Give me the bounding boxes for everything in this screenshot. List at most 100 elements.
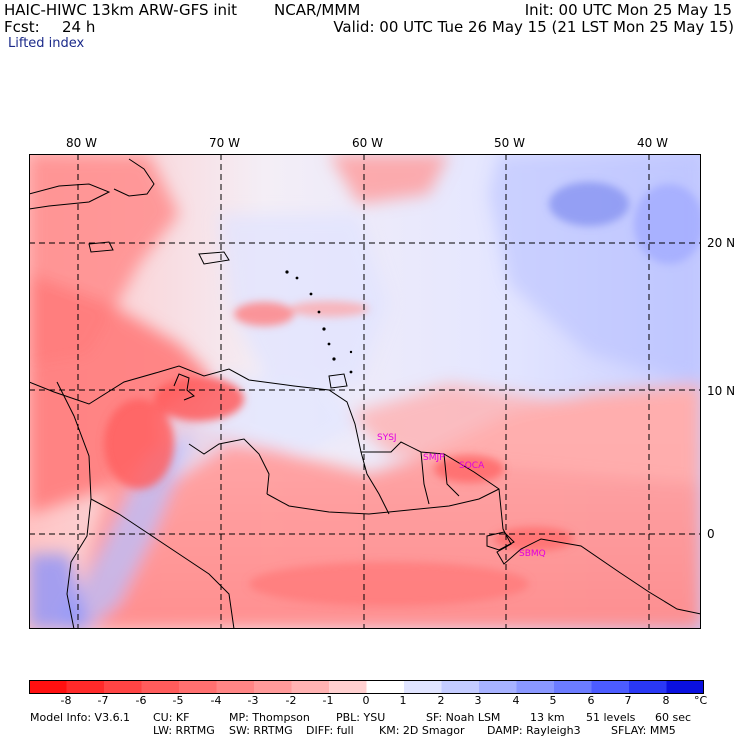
colorbar-tick-8: 8 xyxy=(662,694,670,707)
colorbar-tick-neg7: -7 xyxy=(97,694,109,707)
colorbar-tick-0: 0 xyxy=(362,694,370,707)
lon-label-50w: 50 W xyxy=(494,136,525,150)
coastlines xyxy=(29,158,701,629)
footer-res: 13 km xyxy=(530,711,565,724)
field-name: Lifted index xyxy=(8,36,85,51)
colorbar-tick-3: 3 xyxy=(474,694,482,707)
lon-label-70w: 70 W xyxy=(209,136,240,150)
stable-andes-corridor xyxy=(59,434,194,629)
colorbar-swatch xyxy=(629,680,667,694)
colorbar-tick-6: 6 xyxy=(587,694,595,707)
border-venezuela-colombia xyxy=(188,438,270,495)
lon-label-40w: 40 W xyxy=(637,136,668,150)
footer-model-info: Model Info: V3.6.1 xyxy=(30,711,131,724)
lon-label-80w: 80 W xyxy=(66,136,97,150)
speckle-lesser-antilles xyxy=(289,301,369,317)
border-peru-brazil xyxy=(148,533,235,629)
header-init: Init: 00 UTC Mon 25 May 15 xyxy=(524,1,732,19)
footer-sflay: SFLAY: MM5 xyxy=(611,724,676,737)
colorbar-tick-neg6: -6 xyxy=(135,694,147,707)
colorbar-tick-neg5: -5 xyxy=(172,694,184,707)
coast-maracaibo xyxy=(173,373,195,401)
speckle-puerto-rico-south xyxy=(234,302,294,326)
colorbar-swatch xyxy=(666,680,704,694)
colorbar-tick-7: 7 xyxy=(624,694,632,707)
coast-cuba xyxy=(29,183,111,210)
header-model-title: HAIC-HIWC 13km ARW-GFS init xyxy=(4,1,238,19)
border-suriname-guiana xyxy=(443,453,460,497)
colorbar-tick-neg8: -8 xyxy=(60,694,72,707)
stable-open-ocean-center xyxy=(219,214,389,384)
colorbar-swatch xyxy=(366,680,405,694)
station-smjp: SMJP xyxy=(423,453,445,463)
colorbar-swatch xyxy=(254,680,292,694)
footer-diff: DIFF: full xyxy=(306,724,354,737)
lat-label-0: 0 xyxy=(707,527,715,541)
colorbar-swatch xyxy=(404,680,442,694)
footer-km: KM: 2D Smagor xyxy=(379,724,465,737)
colorbar-tick-5: 5 xyxy=(549,694,557,707)
colorbar-swatch xyxy=(104,680,142,694)
colorbar-swatch xyxy=(479,680,517,694)
coast-hispaniola xyxy=(113,158,155,197)
colorbar-frame xyxy=(29,680,704,694)
stable-pacific-southwest xyxy=(29,554,89,629)
coast-puerto-rico xyxy=(198,251,230,265)
lesser-antilles xyxy=(285,270,353,374)
footer-lw: LW: RRTMG xyxy=(153,724,215,737)
coast-south-america xyxy=(29,365,701,615)
border-guyana-suriname xyxy=(420,451,430,505)
station-soca: SOCA xyxy=(459,461,485,471)
border-brazil-inland xyxy=(266,488,500,515)
speckle-venezuela xyxy=(154,377,244,421)
colorbar-tick-neg3: -3 xyxy=(247,694,259,707)
colorbar-tick-neg2: -2 xyxy=(285,694,297,707)
colorbar-swatch xyxy=(591,680,630,694)
stable-swirl-atlantic xyxy=(549,182,629,226)
unstable-patch-leeward xyxy=(329,154,449,204)
colorbar-swatch xyxy=(441,680,480,694)
header-fcst-label: Fcst: xyxy=(4,18,40,36)
speckle-colombia xyxy=(104,399,174,489)
colorbar-tick-neg4: -4 xyxy=(210,694,222,707)
speckle-amazon xyxy=(249,562,529,606)
colorbar-swatch xyxy=(141,680,180,694)
station-sysj: SYSJ xyxy=(377,433,397,443)
colorbar-swatch xyxy=(291,680,330,694)
footer-sw: SW: RRTMG xyxy=(229,724,293,737)
footer-damp: DAMP: Rayleigh3 xyxy=(487,724,581,737)
color-scale-bar xyxy=(29,680,704,694)
colorbar-tick-4: 4 xyxy=(512,694,520,707)
colorbar-tick-1: 1 xyxy=(399,694,407,707)
colorbar-unit: °C xyxy=(694,694,708,707)
lat-label-20n: 20 N xyxy=(707,236,736,250)
footer-mp: MP: Thompson xyxy=(229,711,310,724)
header-org: NCAR/MMM xyxy=(274,1,361,19)
lat-lon-grid xyxy=(29,154,701,629)
coast-trinidad xyxy=(328,373,348,389)
header-valid: Valid: 00 UTC Tue 26 May 15 (21 LST Mon … xyxy=(333,18,734,36)
unstable-caribbean-west xyxy=(29,274,219,514)
station-labels: SYSJ SMJP SOCA SBMQ xyxy=(377,433,546,559)
lifted-index-map: SYSJ SMJP SOCA SBMQ xyxy=(29,154,701,629)
colorbar-tick-2: 2 xyxy=(437,694,445,707)
colorbar-tick-neg1: -1 xyxy=(322,694,334,707)
map-frame xyxy=(29,154,701,629)
station-sbmq: SBMQ xyxy=(519,549,546,559)
lat-label-10n: 10 N xyxy=(707,384,736,398)
footer-sf: SF: Noah LSM xyxy=(426,711,501,724)
header-fcst-value: 24 h xyxy=(62,18,96,36)
coast-colombia-pacific xyxy=(56,381,92,629)
colorbar-swatch xyxy=(179,680,217,694)
colorbar-swatch xyxy=(66,680,105,694)
unstable-atlantic-band xyxy=(349,384,701,484)
footer-cu: CU: KF xyxy=(153,711,190,724)
footer-levels: 51 levels xyxy=(586,711,636,724)
colorbar-swatch xyxy=(554,680,592,694)
footer-pbl: PBL: YSU xyxy=(336,711,386,724)
border-colombia-peru xyxy=(90,498,150,535)
colorbar-swatch xyxy=(516,680,555,694)
speckle-amapa xyxy=(494,527,574,551)
footer-dt: 60 sec xyxy=(655,711,692,724)
stable-swirl-east xyxy=(634,184,701,264)
